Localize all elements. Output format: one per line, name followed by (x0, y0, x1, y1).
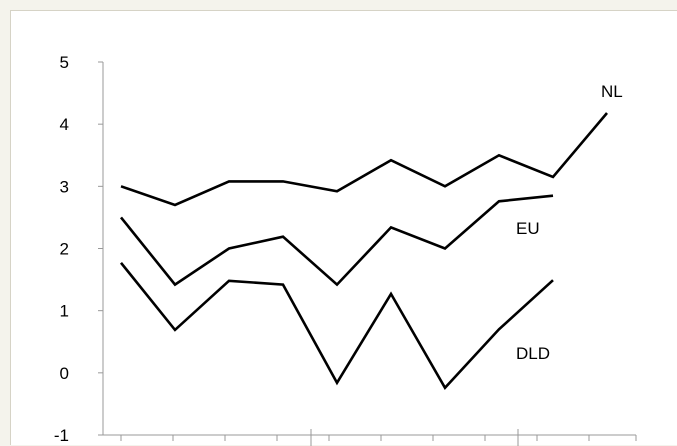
series-label-nl: NL (601, 82, 623, 101)
y-axis-ticks: 5 4 3 2 1 0 -1 (54, 53, 103, 445)
y-tick-label: 5 (60, 53, 69, 72)
y-tick-label: 3 (60, 177, 69, 196)
series-line-dld (121, 263, 553, 388)
y-tick-label: 4 (60, 115, 69, 134)
series-labels: NL EU DLD (516, 82, 623, 363)
series-label-eu: EU (516, 219, 540, 238)
series-line-nl (121, 113, 607, 205)
y-tick-label: 2 (60, 240, 69, 259)
line-chart: 5 4 3 2 1 0 -1 NL EU DLD (11, 11, 677, 446)
series-label-dld: DLD (516, 344, 550, 363)
series-line-eu (121, 196, 553, 285)
y-tick-label: 1 (60, 302, 69, 321)
y-tick-label: 0 (60, 364, 69, 383)
x-axis-ticks (121, 429, 636, 446)
chart-frame: 5 4 3 2 1 0 -1 NL EU DLD (10, 10, 677, 445)
y-tick-label: -1 (54, 426, 69, 445)
